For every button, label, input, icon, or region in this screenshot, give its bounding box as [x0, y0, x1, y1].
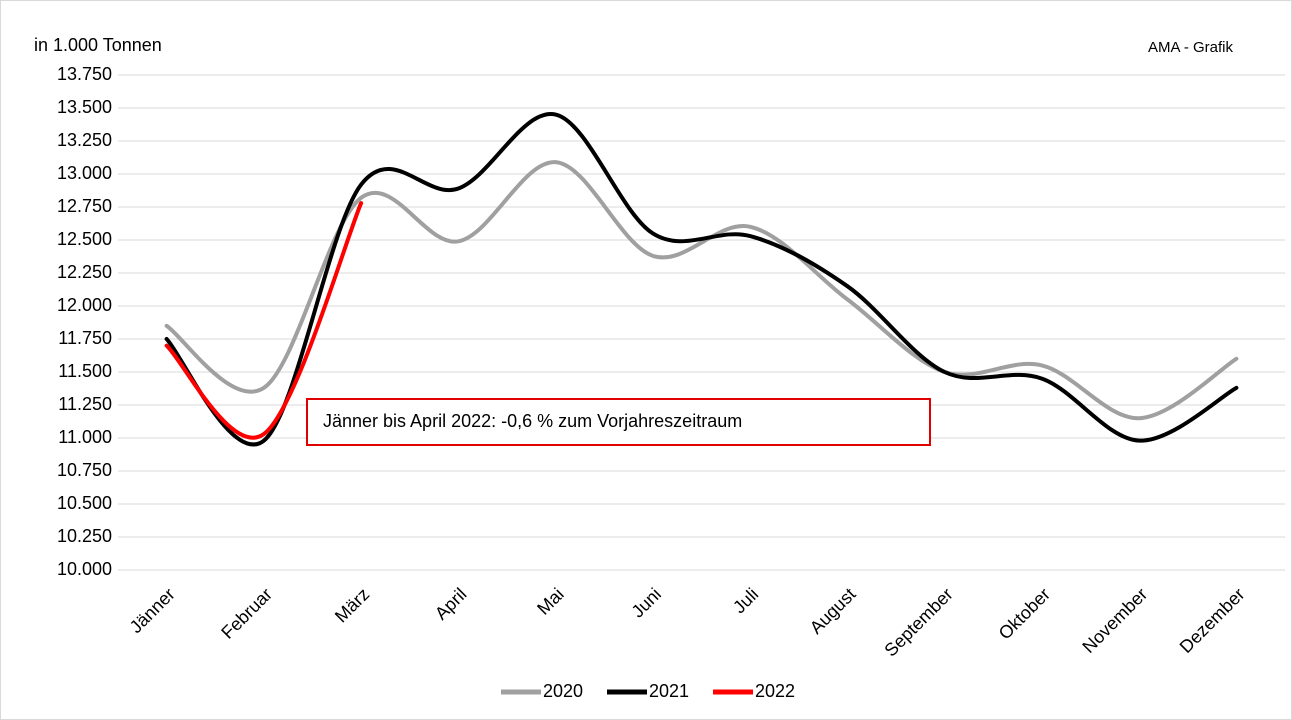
legend-label: 2022: [755, 681, 795, 701]
annotation-box: [306, 398, 931, 446]
y-tick-label: 10.750: [57, 460, 112, 480]
y-tick-label: 13.000: [57, 163, 112, 183]
y-tick-label: 13.250: [57, 130, 112, 150]
y-tick-label: 11.500: [58, 361, 112, 381]
y-tick-label: 10.250: [57, 526, 112, 546]
source-note: AMA - Grafik: [1148, 39, 1234, 56]
y-tick-label: 12.500: [57, 229, 112, 249]
legend-label: 2020: [543, 681, 583, 701]
y-tick-label: 13.500: [57, 97, 112, 117]
series-line: [164, 201, 364, 440]
series-line: [164, 112, 1239, 447]
y-tick-label: 11.000: [58, 427, 112, 447]
y-axis-label: in 1.000 Tonnen: [34, 35, 162, 55]
series-line: [164, 160, 1239, 421]
y-tick-label: 12.750: [57, 196, 112, 216]
y-tick-label: 11.750: [58, 328, 112, 348]
y-tick-label: 12.250: [57, 262, 112, 282]
legend-label: 2021: [649, 681, 689, 701]
y-tick-label: 11.250: [58, 394, 112, 414]
annotation: Jänner bis April 2022: -0,6 % zum Vorjah…: [323, 411, 742, 431]
y-tick-label: 10.000: [57, 559, 112, 579]
y-tick-label: 13.750: [57, 64, 112, 84]
y-tick-label: 10.500: [57, 493, 112, 513]
y-tick-label: 12.000: [57, 295, 112, 315]
